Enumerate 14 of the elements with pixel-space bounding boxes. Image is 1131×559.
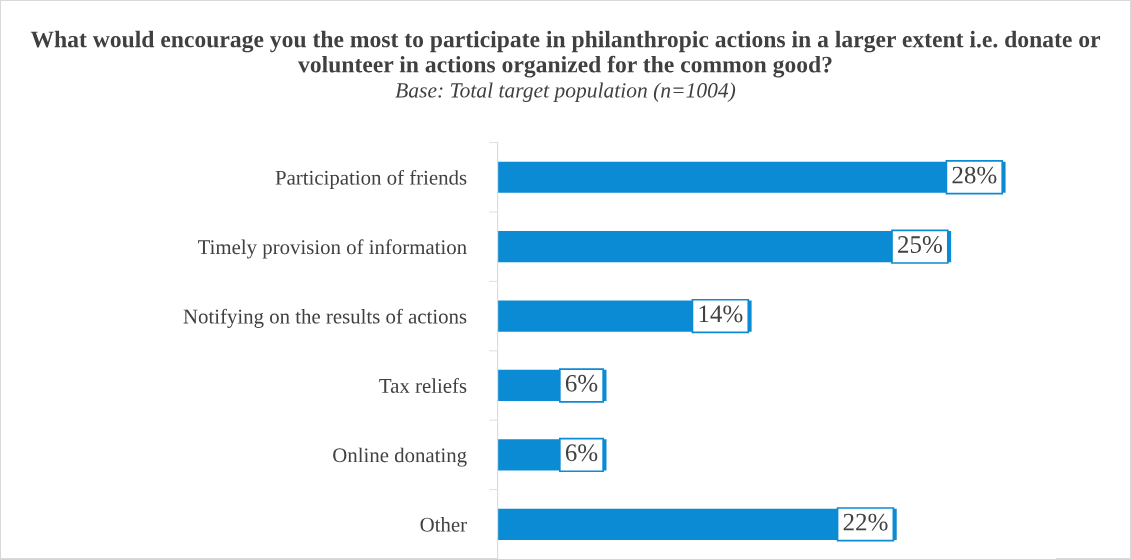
y-tick-label: Participation of friends [275, 169, 467, 190]
data-label: 6% [565, 444, 598, 462]
chart-subtitle: Base: Total target population (n=1004) [395, 82, 736, 102]
y-tick-label: Other [420, 517, 467, 532]
y-tick-label: Timely provision of information [197, 239, 467, 259]
y-tick-label: Notifying on the results of actions [183, 308, 467, 328]
data-label: 6% [565, 374, 598, 392]
data-label: 22% [843, 513, 888, 531]
chart-title: What would encourage you the most to participate in philanthropic actions in a larger extent i.e. donate or volunteer in actions organized for the common good? [30, 30, 1101, 78]
y-tick-label: Online donating [333, 447, 467, 467]
data-label: 14% [699, 305, 743, 323]
data-label: 25% [898, 236, 942, 253]
data-label: 28% [952, 166, 997, 184]
y-tick-label: Tax reliefs [379, 378, 467, 393]
